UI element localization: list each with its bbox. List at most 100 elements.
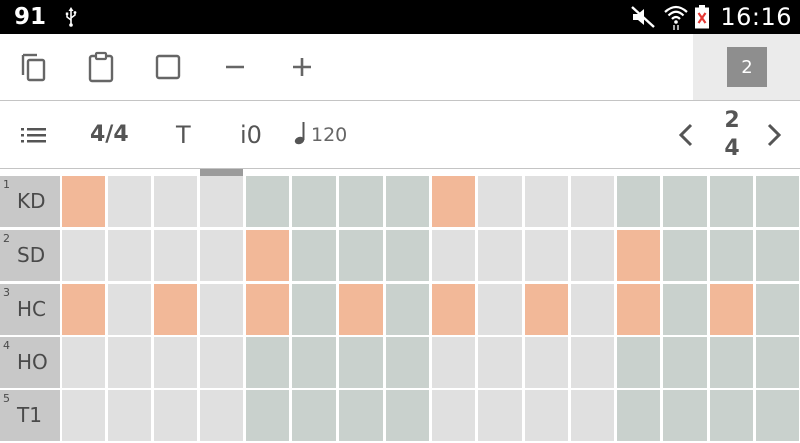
step-cell[interactable] <box>571 230 614 281</box>
copy-icon[interactable] <box>18 51 50 83</box>
step-cell[interactable] <box>478 230 522 281</box>
step-cell[interactable] <box>432 230 475 281</box>
step-cell[interactable] <box>246 390 289 441</box>
step-cell-active[interactable] <box>710 284 753 335</box>
list-icon[interactable] <box>20 101 48 168</box>
tempo-button[interactable]: 120 <box>294 101 347 168</box>
step-cell[interactable] <box>756 337 799 388</box>
page-current: 2 <box>724 108 740 133</box>
step-cell[interactable] <box>339 390 383 441</box>
step-cell[interactable] <box>386 284 429 335</box>
step-cell[interactable] <box>386 176 429 227</box>
step-cell[interactable] <box>200 390 243 441</box>
step-cell[interactable] <box>292 337 336 388</box>
step-cell[interactable] <box>663 337 707 388</box>
step-cell-active[interactable] <box>339 284 383 335</box>
step-cell[interactable] <box>478 284 522 335</box>
step-cell[interactable] <box>154 176 197 227</box>
track-label[interactable]: 3 HC <box>0 284 60 335</box>
step-cell-active[interactable] <box>246 230 289 281</box>
prev-page-button[interactable] <box>676 101 696 168</box>
step-cell[interactable] <box>571 176 614 227</box>
step-cell[interactable] <box>62 337 105 388</box>
step-cell-active[interactable] <box>62 284 105 335</box>
next-page-button[interactable] <box>764 101 784 168</box>
step-cell-active[interactable] <box>525 284 568 335</box>
step-cell[interactable] <box>200 176 243 227</box>
step-cell[interactable] <box>663 230 707 281</box>
step-cell[interactable] <box>525 230 568 281</box>
plus-icon[interactable] <box>286 51 318 83</box>
step-cell-active[interactable] <box>432 176 475 227</box>
step-cell[interactable] <box>756 176 799 227</box>
step-cell[interactable] <box>154 390 197 441</box>
step-cell[interactable] <box>525 337 568 388</box>
step-cell[interactable] <box>108 230 151 281</box>
step-cell[interactable] <box>710 390 753 441</box>
step-cell[interactable] <box>386 337 429 388</box>
step-cell[interactable] <box>246 176 289 227</box>
step-cell[interactable] <box>478 390 522 441</box>
step-cell-active[interactable] <box>246 284 289 335</box>
step-cell[interactable] <box>571 390 614 441</box>
step-cell[interactable] <box>339 176 383 227</box>
pattern-selector[interactable]: 2 <box>693 34 800 100</box>
step-cell[interactable] <box>200 337 243 388</box>
step-cell[interactable] <box>478 176 522 227</box>
step-cell[interactable] <box>108 390 151 441</box>
step-cell[interactable] <box>386 390 429 441</box>
track-label[interactable]: 5 T1 <box>0 390 60 441</box>
step-cell[interactable] <box>663 176 707 227</box>
track-label[interactable]: 4 HO <box>0 337 60 388</box>
time-signature[interactable]: 4/4 <box>90 122 129 147</box>
step-cell[interactable] <box>108 176 151 227</box>
step-cell[interactable] <box>663 284 707 335</box>
step-cell[interactable] <box>617 390 660 441</box>
step-cell[interactable] <box>478 337 522 388</box>
step-cell[interactable] <box>200 230 243 281</box>
step-cell[interactable] <box>663 390 707 441</box>
step-cell[interactable] <box>292 176 336 227</box>
step-cell[interactable] <box>617 176 660 227</box>
step-cell[interactable] <box>154 230 197 281</box>
step-cell[interactable] <box>292 230 336 281</box>
paste-icon[interactable] <box>85 51 117 83</box>
step-cell[interactable] <box>710 230 753 281</box>
step-cell[interactable] <box>386 230 429 281</box>
step-cell[interactable] <box>756 230 799 281</box>
step-cell[interactable] <box>756 284 799 335</box>
minus-icon[interactable] <box>219 51 251 83</box>
track-label[interactable]: 1 KD <box>0 176 60 227</box>
step-cell[interactable] <box>339 230 383 281</box>
track-label[interactable]: 2 SD <box>0 230 60 281</box>
step-cell[interactable] <box>525 390 568 441</box>
step-cell[interactable] <box>432 390 475 441</box>
instrument-button[interactable]: i0 <box>240 120 262 149</box>
step-cell[interactable] <box>710 176 753 227</box>
step-cell[interactable] <box>571 337 614 388</box>
stop-icon[interactable] <box>152 51 184 83</box>
step-cell[interactable] <box>246 337 289 388</box>
pattern-number[interactable]: 2 <box>727 47 767 87</box>
step-cell[interactable] <box>200 284 243 335</box>
step-cell[interactable] <box>339 337 383 388</box>
step-cell-active[interactable] <box>432 284 475 335</box>
step-cell[interactable] <box>62 390 105 441</box>
step-cell-active[interactable] <box>62 176 105 227</box>
step-cell[interactable] <box>571 284 614 335</box>
step-cell[interactable] <box>756 390 799 441</box>
step-cell[interactable] <box>525 176 568 227</box>
step-cell[interactable] <box>154 337 197 388</box>
step-cell-active[interactable] <box>617 284 660 335</box>
step-cell[interactable] <box>108 337 151 388</box>
step-cell-active[interactable] <box>617 230 660 281</box>
transpose-button[interactable]: T <box>176 120 191 149</box>
step-cell[interactable] <box>62 230 105 281</box>
step-cell[interactable] <box>710 337 753 388</box>
step-cell[interactable] <box>292 284 336 335</box>
step-cell[interactable] <box>108 284 151 335</box>
step-cell[interactable] <box>432 337 475 388</box>
step-cell-active[interactable] <box>154 284 197 335</box>
step-cell[interactable] <box>292 390 336 441</box>
step-cell[interactable] <box>617 337 660 388</box>
